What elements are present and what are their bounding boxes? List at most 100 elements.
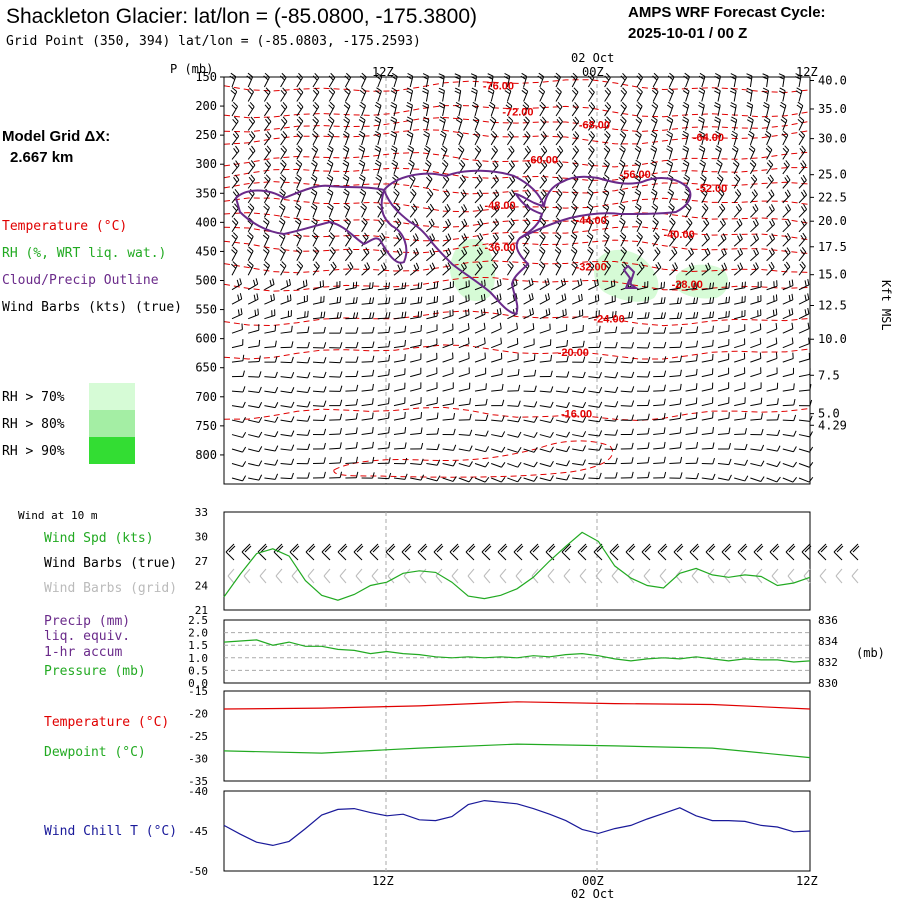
precip-panel-frame [223, 619, 811, 684]
wind-barb-staff [426, 287, 438, 291]
wind-barb-flag [250, 131, 256, 137]
wind-barb-flag [634, 177, 640, 182]
wind-barb-staff [263, 150, 272, 160]
wind-barb-flag [668, 87, 674, 92]
wind-barb-flag [331, 246, 336, 253]
wind-barb-flag [698, 130, 705, 135]
top-time-label-1: 12Z [372, 65, 394, 79]
wind-barb-flag [460, 159, 466, 166]
wind-barb-staff [247, 207, 255, 218]
wind-barb-staff [247, 121, 256, 131]
wind-barb-staff [523, 298, 534, 305]
wind-barb-flag [517, 431, 522, 438]
wind-barb-staff [280, 434, 292, 437]
wind-barb-flag [573, 159, 579, 166]
wind-barb-flag [656, 247, 661, 253]
cloud-outline-left [234, 184, 408, 264]
wind-barb-flag [573, 87, 579, 93]
wind-barb-staff [248, 345, 260, 349]
wind-barb-staff [555, 390, 567, 394]
wind-barb-staff [312, 361, 325, 364]
wind-barb-staff [734, 358, 745, 363]
wind-barb-flag [250, 160, 256, 166]
wind-barb-flag [374, 133, 381, 138]
wind-barb-staff [539, 150, 548, 160]
wind-barb-staff [798, 328, 810, 334]
wind-barb-flag [390, 104, 397, 109]
wind-barb-flag [240, 308, 243, 315]
wind-barb-staff [782, 388, 794, 392]
wind-barb-flag [619, 234, 625, 240]
wind-barb-flag [762, 90, 769, 95]
surface-wind-barb-grid [739, 568, 747, 584]
wind-barb-flag [723, 248, 727, 254]
wind-barb-staff [555, 298, 567, 305]
wind-barb-flag [264, 203, 270, 208]
pressure-tick-label: 150 [195, 70, 217, 84]
wind-barb-flag [716, 145, 722, 150]
wind-barb-staff [409, 163, 415, 175]
wind-barb-flag [406, 133, 413, 138]
wind-barb-staff [410, 463, 422, 465]
wind-barb-flag [799, 147, 805, 154]
wind-barb-flag [455, 101, 462, 106]
wind-barb-flag [339, 427, 342, 435]
wind-barb-flag [682, 90, 689, 95]
wind-barb-flag [637, 249, 642, 255]
wind-barb-flag [424, 130, 430, 135]
wind-barb-flag [444, 206, 449, 212]
wind-barb-flag [746, 87, 753, 92]
wind-barb-staff [555, 345, 567, 349]
wind-barb-staff [701, 76, 706, 88]
wind-barb-staff [539, 165, 548, 175]
surface-wind-barb-true [769, 543, 780, 561]
wind-barb-flag [739, 262, 744, 269]
wind-barb-staff [474, 194, 483, 204]
wind-barb-flag [404, 427, 407, 434]
wind-barb-staff [685, 222, 693, 233]
wind-barb-flag [755, 233, 760, 240]
surface-wind-barb-true [417, 543, 428, 561]
wind-barb-staff [588, 390, 600, 394]
wind-barb-staff [734, 343, 745, 349]
wind-barb-staff [490, 251, 499, 262]
wind-barb-staff [231, 463, 243, 468]
wind-barb-flag [355, 398, 359, 405]
wind-barb-staff [652, 148, 658, 160]
wind-barb-flag [369, 312, 372, 319]
wind-barb-staff [507, 358, 519, 363]
wind-barb-flag [422, 87, 429, 92]
wind-barb-flag [391, 101, 397, 106]
wind-barb-flag [566, 416, 570, 423]
wind-barb-staff [587, 106, 596, 117]
wind-barb-flag [588, 188, 594, 194]
wind-barb-staff [296, 92, 304, 102]
wind-barb-flag [539, 220, 545, 226]
wind-barb-flag [730, 119, 737, 124]
wind-barb-flag [764, 116, 771, 121]
wind-barb-flag [704, 249, 709, 256]
wind-barb-flag [517, 447, 522, 453]
wind-barb-staff [491, 389, 503, 392]
wind-barb-staff [555, 283, 566, 291]
wind-barb-flag [388, 426, 390, 433]
wind-barb-flag [784, 191, 789, 198]
wind-barb-flag [339, 413, 343, 420]
wind-barb-staff [798, 223, 807, 233]
wind-barb-flag [328, 130, 334, 136]
wind-barb-staff [361, 267, 371, 276]
wind-barb-flag [540, 133, 546, 139]
wind-barb-flag [476, 191, 481, 198]
wind-barb-staff [474, 223, 484, 233]
wind-barb-flag [494, 232, 499, 239]
wind-barb-flag [700, 176, 706, 182]
wind-barb-flag [731, 116, 737, 121]
wind-barb-staff [766, 388, 778, 392]
wind-barb-flag [733, 176, 739, 182]
wind-barb-flag [558, 160, 564, 166]
wind-barb-flag [399, 262, 404, 269]
wind-barb-flag [663, 427, 666, 434]
wind-barb-flag [344, 220, 350, 226]
wind-barb-flag [696, 282, 698, 289]
wind-barb-staff [701, 432, 713, 436]
